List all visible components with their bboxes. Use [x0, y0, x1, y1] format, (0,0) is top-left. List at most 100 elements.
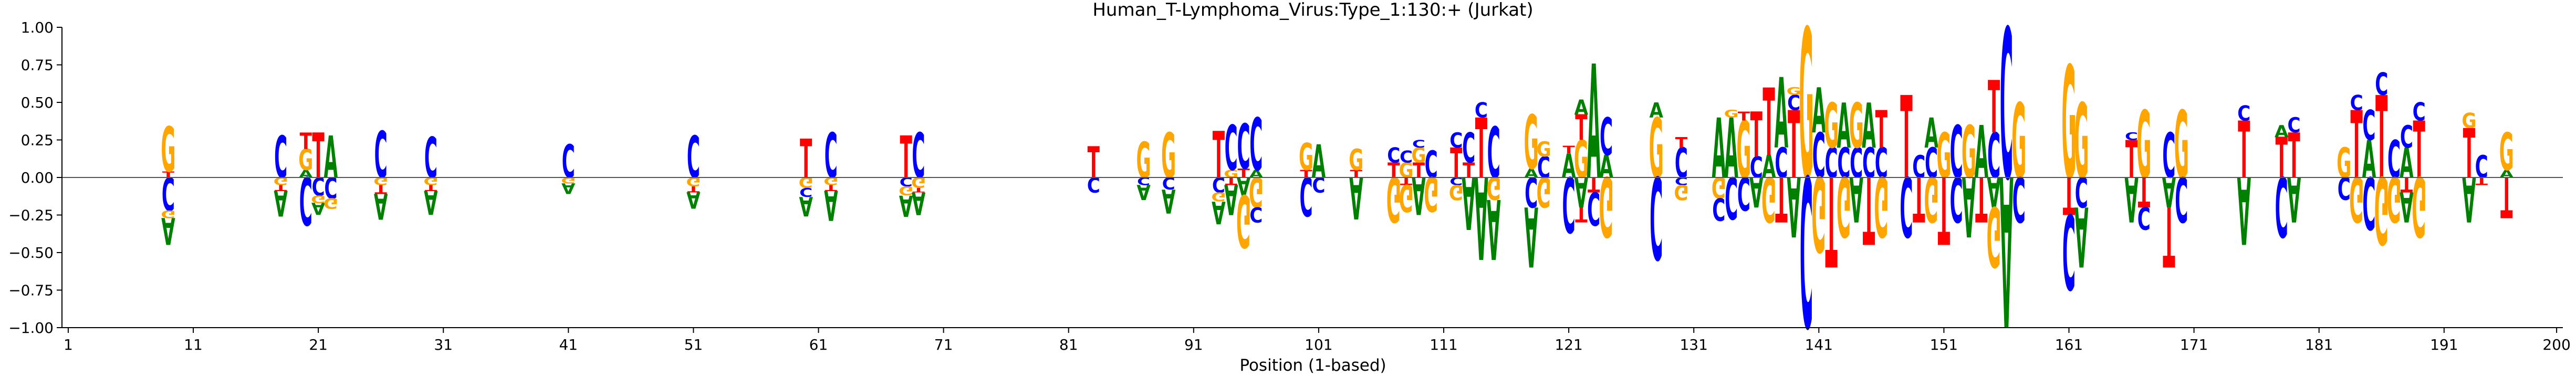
x-tick-label: 101 [1305, 336, 1332, 353]
logo-letter-C-pos-142: C [1825, 140, 1838, 188]
logo-letter-T-pos-113: T [1463, 159, 1475, 183]
logo-letter-A-pos-154: A [1975, 110, 1988, 195]
logo-letter-A-pos-115: A [1487, 181, 1501, 276]
logo-letter-C-pos-152: C [1950, 162, 1963, 234]
logo-letter-T-pos-193: T [2463, 115, 2475, 194]
x-tick-label: 171 [2180, 336, 2208, 353]
logo-letter-A-pos-62: A [824, 181, 838, 228]
logo-letter-A-pos-118: A [1524, 166, 1538, 180]
logo-letter-T-pos-138: T [1775, 162, 1787, 234]
y-tick-label: 0.75 [21, 57, 54, 74]
logo-letter-C-pos-155: C [1987, 121, 2000, 193]
logo-letter-A-pos-122: A [1574, 96, 1589, 120]
logo-letter-C-pos-115: C [1487, 113, 1500, 194]
logo-letter-T-pos-166: T [2125, 131, 2137, 190]
logo-letter-G-pos-110: G [1424, 166, 1438, 221]
logo-letter-C-pos-175: C [2237, 101, 2250, 125]
logo-letter-A-pos-123: A [1587, 32, 1600, 214]
logo-letter-C-pos-101: C [1312, 172, 1325, 196]
logo-letter-C-pos-136: C [1750, 151, 1763, 185]
logo-letter-A-pos-144: A [1849, 162, 1863, 234]
x-tick-label: 11 [184, 336, 203, 353]
logo-letter-C-pos-94: C [1225, 113, 1238, 185]
x-axis-ticks: 1 11 21 31 41 51 61 71 81 91 101 111 121 131 141 151 161… [64, 328, 2571, 353]
x-tick-label: 151 [1930, 336, 1958, 353]
logo-letter-C-pos-123: C [1587, 182, 1600, 234]
logo-letter-C-pos-189: C [2413, 98, 2426, 127]
logo-letter-C-pos-69: C [912, 121, 925, 193]
logo-letter-A-pos-179: A [2287, 162, 2301, 234]
x-axis-label: Position (1-based) [1239, 356, 1386, 375]
x-tick-label: 41 [559, 336, 578, 353]
logo-letter-T-pos-18: T [275, 183, 287, 192]
logo-letter-G-pos-130: G [1674, 180, 1688, 204]
x-tick-label: 61 [809, 336, 828, 353]
logo-letter-T-pos-167: T [2138, 167, 2150, 215]
logo-letter-A-pos-193: A [2462, 162, 2476, 234]
logo-letter-G-pos-20: G [298, 143, 313, 177]
logo-letter-T-pos-68: T [900, 125, 912, 192]
logo-letter-C-pos-162: C [2075, 167, 2088, 215]
logo-letter-G-pos-161: G [2061, 35, 2076, 214]
logo-letter-C-pos-130: C [1675, 140, 1688, 188]
logo-letter-C-pos-26: C [374, 119, 388, 193]
logo-letter-G-pos-119: G [1536, 138, 1551, 162]
logo-letter-C-pos-20: C [299, 162, 312, 238]
x-tick-label: 191 [2430, 336, 2458, 353]
logo-letter-G-pos-146: G [1874, 158, 1889, 254]
logo-letter-G-pos-137: G [1761, 162, 1776, 234]
logo-letter-T-pos-135: T [1738, 109, 1750, 123]
logo-letter-G-pos-184: G [2349, 162, 2364, 234]
logo-letter-C-pos-150: C [1925, 140, 1938, 188]
logo-letter-A-pos-118: A [1524, 188, 1538, 284]
logo-letter-T-pos-146: T [1875, 100, 1887, 160]
logo-letter-T-pos-179: T [2288, 121, 2300, 193]
logo-letter-G-pos-68: G [899, 184, 913, 198]
logo-letter-C-pos-166: C [2125, 130, 2138, 142]
logo-letter-G-pos-187: G [2387, 162, 2402, 234]
logo-letter-G-pos-150: G [1924, 162, 1939, 234]
logo-letter-T-pos-107: T [1388, 159, 1400, 183]
x-tick-label: 161 [2055, 336, 2083, 353]
logo-letter-C-pos-89: C [1162, 173, 1175, 192]
logo-letter-A-pos-122: A [1574, 167, 1589, 215]
logo-letter-T-pos-136: T [1750, 100, 1762, 172]
logo-letter-T-pos-21: T [312, 121, 324, 193]
logo-letter-C-pos-152: C [1950, 110, 1963, 195]
x-tick-label: 31 [434, 336, 453, 353]
logo-letter-A-pos-134: A [1724, 101, 1738, 197]
logo-letter-G-pos-95: G [1236, 178, 1251, 263]
logo-letter-A-pos-145: A [1862, 91, 1875, 163]
logo-letter-T-pos-121: T [1562, 144, 1574, 156]
logo-letter-C-pos-133: C [1712, 191, 1725, 226]
logo-letter-C-pos-113: C [1462, 125, 1475, 173]
logo-letter-C-pos-119: C [1537, 151, 1550, 185]
logo-letter-C-pos-188: C [2400, 119, 2413, 155]
logo-letter-T-pos-114: T [1475, 101, 1487, 197]
logo-letter-T-pos-151: T [1938, 155, 1950, 263]
logo-letter-T-pos-149: T [1913, 162, 1925, 234]
y-tick-label: −0.25 [8, 207, 54, 224]
logo-letter-G-pos-142: G [1824, 91, 1839, 163]
logo-letter-G-pos-60: G [799, 174, 814, 191]
logo-letter-G-pos-157: G [2011, 82, 2026, 202]
logo-letter-C-pos-146: C [1875, 140, 1888, 188]
logo-letter-T-pos-169: T [2163, 188, 2175, 284]
logo-letter-G-pos-109: G [1411, 143, 1426, 167]
logo-letter-G-pos-9: G [161, 208, 175, 220]
logo-letter-G-pos-100: G [1299, 137, 1313, 179]
logo-letter-A-pos-18: A [274, 182, 288, 223]
x-tick-label: 181 [2305, 336, 2333, 353]
logo-letter-A-pos-155: A [1987, 167, 2001, 215]
logo-letter-C-pos-108: C [1400, 148, 1413, 166]
logo-letter-T-pos-95: T [1237, 166, 1249, 180]
logo-letter-A-pos-104: A [1349, 163, 1363, 230]
logo-letter-T-pos-194: T [2476, 175, 2488, 187]
logo-letter-G-pos-141: G [1811, 153, 1826, 273]
logo-letter-T-pos-93: T [1213, 119, 1225, 193]
logo-letter-T-pos-112: T [1450, 140, 1462, 188]
y-axis-ticks: −1.00 −0.75 −0.50 −0.25 0.00 0.25 0.50 0.75 1.00 [8, 19, 62, 337]
logo-letter-G-pos-96: G [1249, 167, 1264, 215]
logo-letter-T-pos-142: T [1825, 148, 1837, 292]
